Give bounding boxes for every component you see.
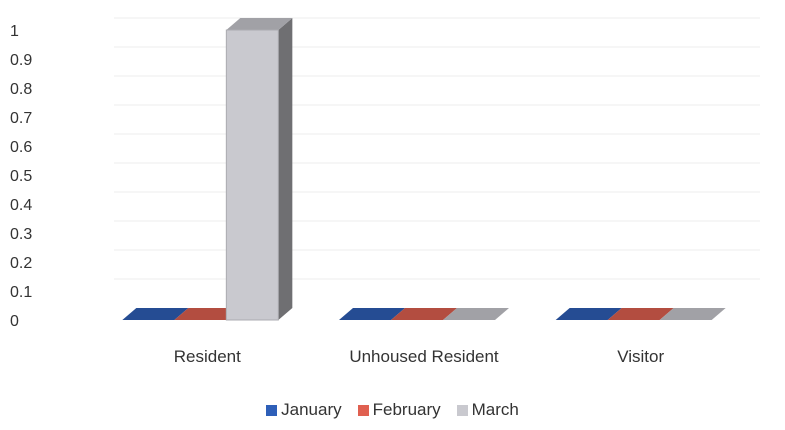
bar-top [174,308,241,320]
x-tick-label: Visitor [617,347,664,366]
y-tick-label: 0.1 [10,284,32,301]
bar-top [443,308,509,320]
bar-top [391,308,457,320]
legend-label-february: February [372,400,441,419]
legend-label-january: January [281,400,342,419]
y-tick-label: 0.7 [10,110,32,127]
y-tick-label: 0.8 [10,81,32,98]
legend-swatch-january [266,404,278,416]
bar-top [226,18,293,30]
legend-swatch-february [357,404,369,416]
legend-item-february: February [357,400,441,420]
bar-side [278,18,293,320]
bar-top [555,308,622,320]
bar-top [607,308,674,320]
x-tick-label: Resident [174,347,241,366]
legend-swatch-march [456,404,468,416]
y-tick-label: 0.9 [10,52,32,69]
y-tick-label: 0.6 [10,139,32,156]
legend-item-march: March [456,400,519,420]
bar-top [659,308,726,320]
y-tick-label: 0.3 [10,226,32,243]
bar [225,29,279,321]
x-tick-label: Unhoused Resident [349,347,499,366]
y-tick-label: 1 [10,23,19,40]
legend-label-march: March [471,400,519,419]
y-tick-label: 0.5 [10,168,32,185]
chart-legend: January February March [0,398,785,422]
bar-top [122,308,189,320]
y-tick-label: 0 [10,313,19,330]
y-tick-label: 0.2 [10,255,32,272]
y-tick-label: 0.4 [10,197,32,214]
legend-item-january: January [266,400,342,420]
bar-top [339,308,405,320]
